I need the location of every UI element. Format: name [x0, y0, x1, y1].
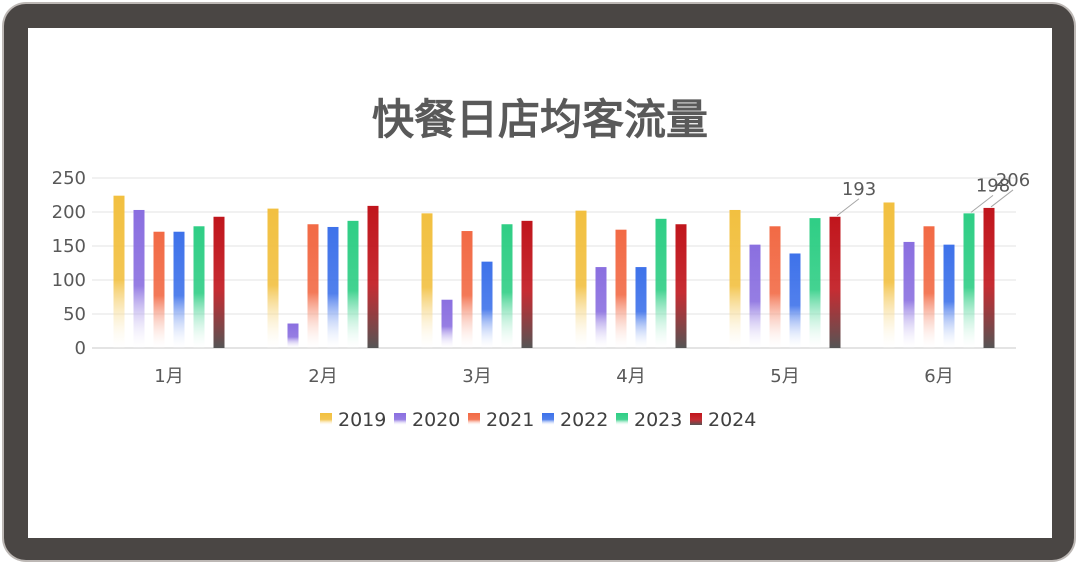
bar-2020-4月	[595, 267, 607, 348]
data-label-leader	[970, 194, 994, 213]
bar-2019-5月	[729, 209, 741, 348]
y-tick-label: 0	[75, 338, 86, 359]
bar-2022-2月	[327, 226, 339, 348]
bar-2019-3月	[421, 213, 433, 348]
bar-2023-3月	[501, 224, 513, 348]
x-axis: 1月 2月 3月 4月 5月 6月	[154, 366, 953, 387]
x-tick-label: 6月	[924, 366, 953, 387]
legend-label: 2024	[708, 409, 756, 431]
chart-screen: 快餐日店均客流量 0 50 100 150 200 250 1月 2月 3月 4月 5月 6月 19…	[28, 28, 1052, 538]
bar-2021-2月	[307, 224, 319, 348]
y-tick-label: 100	[52, 270, 86, 291]
legend-swatch	[320, 413, 332, 425]
bar-2020-6月	[903, 241, 915, 348]
bar-2022-3月	[481, 261, 493, 348]
bar-2021-1月	[153, 231, 165, 348]
bar-2023-4月	[655, 218, 667, 348]
legend-label: 2023	[634, 409, 682, 431]
x-tick-label: 1月	[154, 366, 183, 387]
bar-2019-6月	[883, 202, 895, 348]
data-label-leader	[836, 198, 860, 217]
bar-2022-6月	[943, 244, 955, 348]
y-tick-label: 200	[52, 202, 86, 223]
bar-2020-1月	[133, 209, 145, 348]
bar-2024-5月	[829, 216, 841, 348]
legend-label: 2021	[486, 409, 534, 431]
y-tick-label: 50	[63, 304, 86, 325]
bar-2021-6月	[923, 226, 935, 348]
y-tick-label: 150	[52, 236, 86, 257]
bar-chart: 快餐日店均客流量 0 50 100 150 200 250 1月 2月 3月 4月 5月 6月 19…	[52, 95, 1031, 431]
legend-swatch	[616, 413, 628, 425]
x-tick-label: 4月	[616, 366, 645, 387]
legend-swatch	[394, 413, 406, 425]
y-axis: 0 50 100 150 200 250	[52, 168, 86, 359]
legend-label: 2019	[338, 409, 386, 431]
y-tick-label: 250	[52, 168, 86, 189]
data-label: 206	[996, 170, 1030, 191]
legend-label: 2022	[560, 409, 608, 431]
bar-2021-5月	[769, 226, 781, 348]
data-label: 198	[976, 175, 1010, 196]
bar-2020-3月	[441, 299, 453, 348]
bar-2024-6月	[983, 207, 995, 348]
gridlines	[92, 177, 1016, 349]
bar-2022-4月	[635, 267, 647, 348]
bar-2022-1月	[173, 231, 185, 348]
bar-2021-4月	[615, 229, 627, 348]
legend-swatch	[690, 413, 702, 425]
data-label-leader	[990, 189, 1014, 208]
x-tick-label: 3月	[462, 366, 491, 387]
bar-2019-4月	[575, 210, 587, 348]
legend-swatch	[468, 413, 480, 425]
chart-title: 快餐日店均客流量	[372, 95, 708, 144]
bar-2023-6月	[963, 213, 975, 348]
bar-2021-3月	[461, 231, 473, 348]
data-label: 193	[842, 179, 876, 200]
bar-2020-2月	[287, 323, 299, 348]
bar-2019-1月	[113, 195, 125, 348]
legend-swatch	[542, 413, 554, 425]
bar-2024-3月	[521, 220, 533, 348]
x-tick-label: 5月	[770, 366, 799, 387]
legend: 2019 2020 2021 2022 2023 2024	[320, 409, 756, 431]
bar-2020-5月	[749, 244, 761, 348]
bar-2023-1月	[193, 226, 205, 348]
legend-label: 2020	[412, 409, 460, 431]
bar-2019-2月	[267, 208, 279, 348]
x-tick-label: 2月	[308, 366, 337, 387]
bar-2024-4月	[675, 224, 687, 348]
bar-2024-1月	[213, 216, 225, 348]
bar-2022-5月	[789, 253, 801, 348]
bar-2024-2月	[367, 205, 379, 348]
bar-2023-2月	[347, 220, 359, 348]
bar-2023-5月	[809, 218, 821, 348]
bars	[113, 195, 995, 348]
